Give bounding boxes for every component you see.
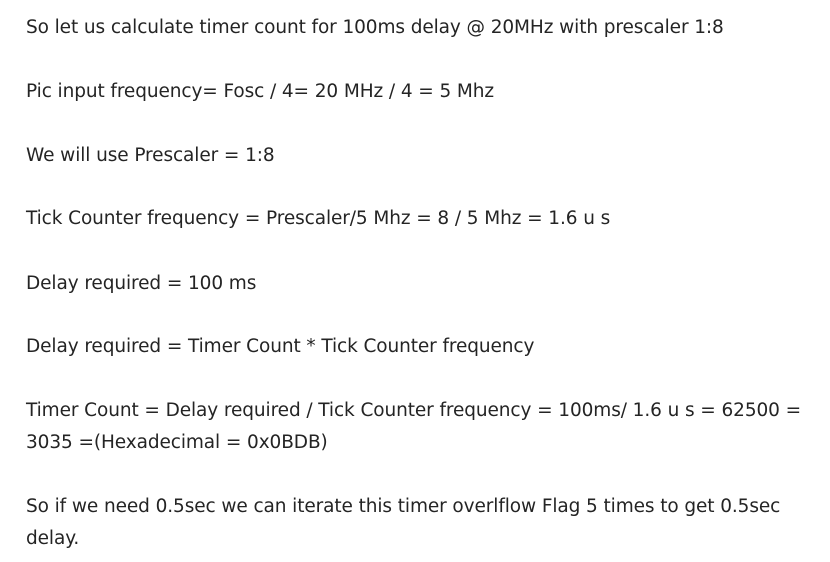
paragraph-delay-formula: Delay required = Timer Count * Tick Coun…	[26, 336, 535, 357]
paragraph-half-second-delay: So if we need 0.5sec we can iterate this…	[26, 496, 781, 549]
paragraph-delay-required: Delay required = 100 ms	[26, 273, 257, 294]
paragraph-pic-input-frequency: Pic input frequency= Fosc / 4= 20 MHz / …	[26, 81, 495, 102]
paragraph-timer-count-result: Timer Count = Delay required / Tick Coun…	[26, 400, 802, 453]
paragraph-tick-counter-frequency: Tick Counter frequency = Prescaler/5 Mhz…	[26, 208, 611, 229]
paragraph-timer-count-intro: So let us calculate timer count for 100m…	[26, 17, 724, 38]
paragraph-prescaler: We will use Prescaler = 1:8	[26, 145, 275, 166]
